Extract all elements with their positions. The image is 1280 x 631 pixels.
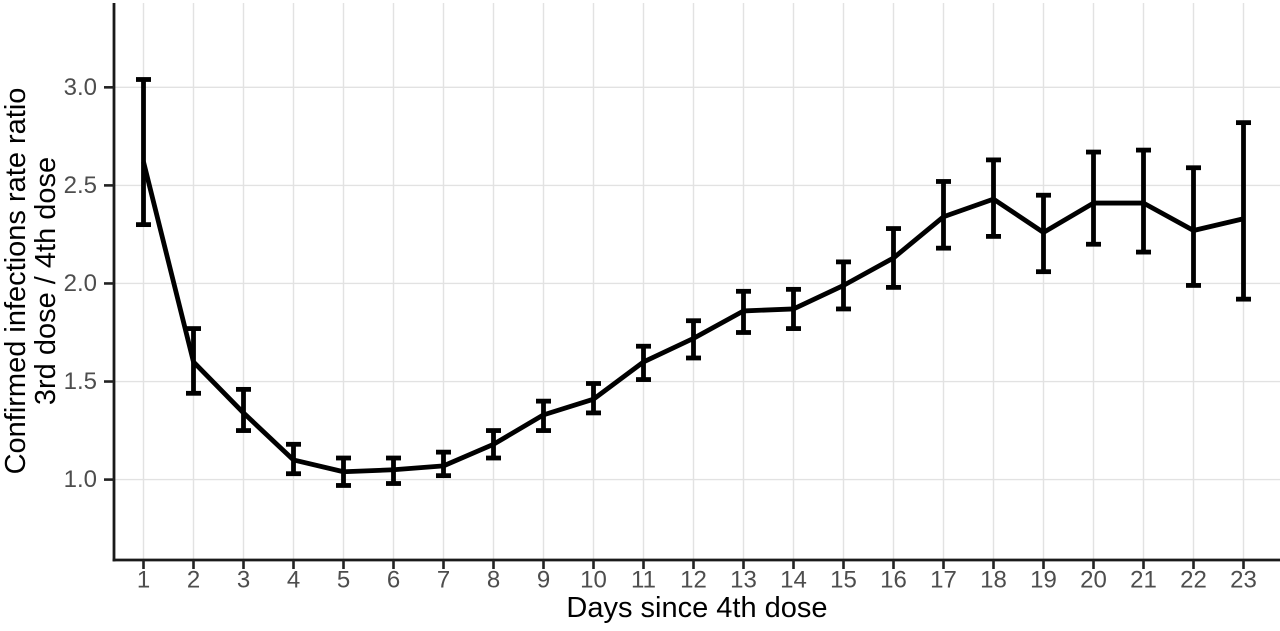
series-layer: [136, 77, 1251, 488]
x-tick-label: 8: [487, 567, 500, 594]
tick-labels-layer: 1.01.52.02.53.01 2 3 4 5 6 7 8 9 10 11 12 13 14 15 16 17…: [64, 74, 1257, 594]
x-tick-label: 3: [237, 567, 250, 594]
x-tick-label: 19: [1030, 567, 1057, 594]
y-axis-title-line-2: 3rd dose / 4th dose: [30, 157, 62, 405]
y-tick-label: 3.0: [64, 74, 97, 101]
y-tick-label: 2.5: [64, 172, 97, 199]
x-tick-label: 13: [730, 567, 757, 594]
x-tick-label: 6: [387, 567, 400, 594]
x-tick-label: 7: [437, 567, 450, 594]
y-axis-title-line-1: Confirmed infections rate ratio: [0, 88, 32, 475]
axes-layer: [104, 3, 1280, 569]
data-line: [141, 161, 1245, 475]
x-tick-label: 4: [287, 567, 300, 594]
x-axis-title: Days since 4th dose: [566, 592, 827, 624]
x-tick-label: 15: [830, 567, 857, 594]
x-tick-label: 10: [580, 567, 607, 594]
x-tick-label: 1: [137, 567, 150, 594]
x-tick-label: 18: [980, 567, 1007, 594]
y-tick-label: 1.5: [64, 368, 97, 395]
x-tick-label: 14: [780, 567, 807, 594]
y-tick-label: 2.0: [64, 270, 97, 297]
x-tick-label: 23: [1230, 567, 1257, 594]
x-tick-label: 21: [1130, 567, 1157, 594]
x-tick-label: 9: [537, 567, 550, 594]
x-tick-label: 20: [1080, 567, 1107, 594]
x-tick-label: 22: [1180, 567, 1207, 594]
x-tick-label: 17: [930, 567, 957, 594]
x-tick-label: 11: [631, 567, 656, 594]
x-tick-label: 12: [680, 567, 707, 594]
x-tick-label: 5: [337, 567, 350, 594]
y-tick-label: 1.0: [64, 466, 97, 493]
x-tick-label: 2: [187, 567, 200, 594]
x-tick-label: 16: [880, 567, 907, 594]
gridlines-layer: [115, 3, 1280, 560]
